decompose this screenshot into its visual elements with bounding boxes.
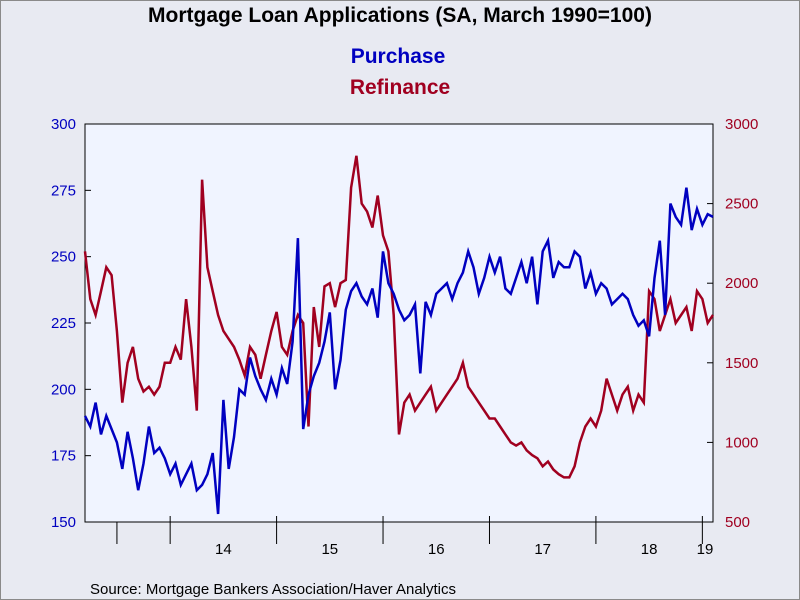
- source-note: Source: Mortgage Bankers Association/Hav…: [90, 581, 456, 598]
- chart-title: Mortgage Loan Applications (SA, March 19…: [148, 4, 652, 27]
- right-axis: 500 1000 1500 2000 2500 3000: [707, 116, 758, 531]
- x-tick-label: 18: [641, 541, 658, 558]
- left-tick-label: 300: [51, 116, 76, 133]
- x-axis: 14 15 16 17 18 19: [116, 516, 714, 558]
- left-tick-label: 200: [51, 381, 76, 398]
- left-tick-label: 250: [51, 249, 76, 266]
- legend-purchase: Purchase: [351, 45, 446, 68]
- left-tick-label: 275: [51, 182, 76, 199]
- legend-refinance: Refinance: [350, 76, 450, 99]
- left-tick-label: 175: [51, 448, 76, 465]
- right-tick-label: 1000: [725, 434, 758, 451]
- x-tick-label: 19: [697, 541, 714, 558]
- plot-area: [84, 123, 714, 523]
- left-tick-label: 225: [51, 315, 76, 332]
- right-tick-label: 3000: [725, 116, 758, 133]
- right-tick-label: 2000: [725, 275, 758, 292]
- right-tick-label: 2500: [725, 196, 758, 213]
- x-tick-label: 16: [428, 541, 445, 558]
- purchase-line: [83, 187, 714, 515]
- refinance-line: [83, 155, 715, 479]
- x-tick-label: 15: [321, 541, 338, 558]
- right-tick-label: 1500: [725, 355, 758, 372]
- x-tick-label: 14: [215, 541, 232, 558]
- x-tick-label: 17: [534, 541, 551, 558]
- left-axis: 150 175 200 225 250 275 300: [51, 116, 91, 531]
- right-tick-label: 500: [725, 514, 750, 531]
- left-tick-label: 150: [51, 514, 76, 531]
